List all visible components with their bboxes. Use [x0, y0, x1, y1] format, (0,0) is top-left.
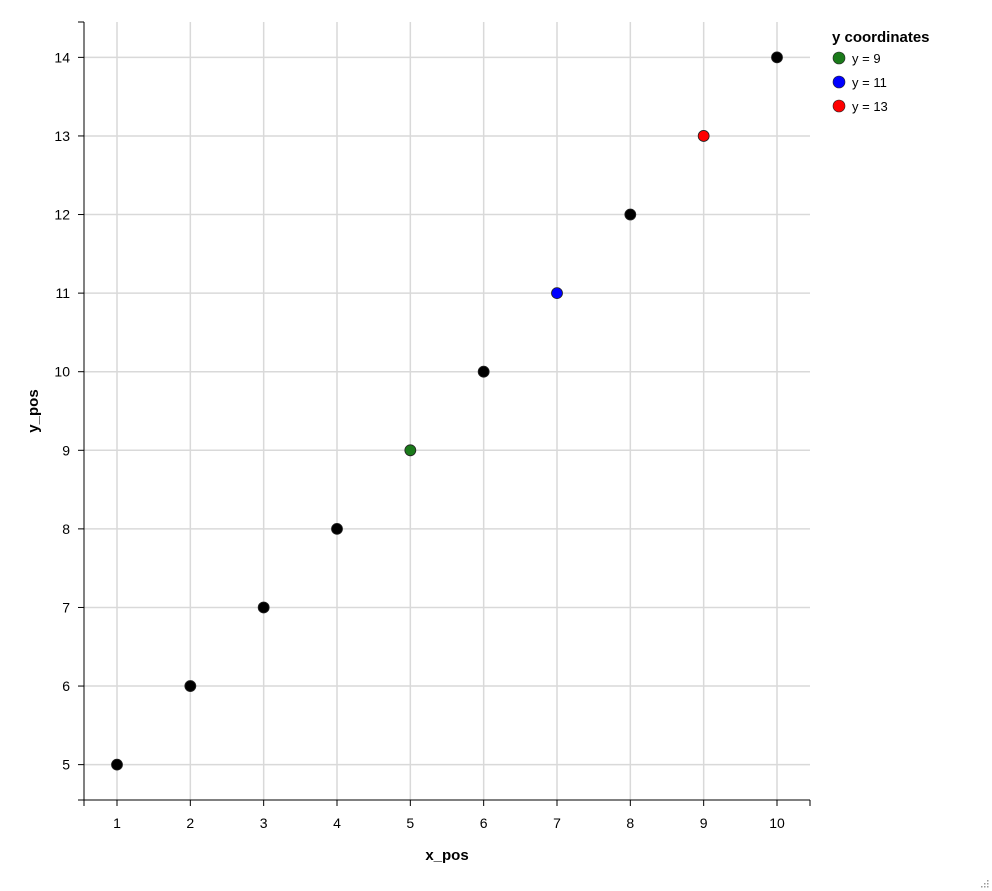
y-tick-label: 12	[54, 207, 70, 223]
x-tick-label: 5	[406, 815, 414, 831]
legend-label: y = 11	[852, 75, 887, 90]
y-tick-label: 10	[54, 364, 70, 380]
x-tick-label: 1	[113, 815, 121, 831]
data-point[interactable]	[331, 522, 343, 535]
x-axis-ticks: 1 2 3 4 5 6 7 8 9 10	[83, 800, 811, 831]
legend-swatch	[832, 99, 846, 113]
data-point[interactable]	[404, 444, 417, 457]
x-tick-label: 7	[553, 815, 561, 831]
x-tick-label: 4	[333, 815, 341, 831]
x-tick-label: 8	[626, 815, 634, 831]
data-point[interactable]	[624, 208, 637, 221]
y-tick-label: 7	[62, 599, 70, 615]
legend-title: y coordinates	[832, 29, 930, 46]
y-axis-ticks: 5 6 7 8 9 10 11 12 13 14	[54, 21, 84, 801]
y-tick-label: 5	[62, 757, 70, 773]
data-point[interactable]	[551, 287, 563, 300]
data-point[interactable]	[257, 601, 270, 614]
x-tick-label: 9	[700, 815, 708, 831]
resize-grip-icon[interactable]	[978, 877, 990, 889]
data-point[interactable]	[697, 130, 710, 142]
legend-swatch	[832, 51, 846, 65]
grid-lines	[84, 22, 810, 800]
data-point[interactable]	[771, 51, 783, 64]
x-axis-title: x_pos	[425, 847, 468, 864]
x-tick-label: 3	[260, 815, 268, 831]
y-tick-label: 11	[55, 285, 70, 301]
x-tick-label: 10	[769, 815, 785, 831]
y-tick-label: 6	[62, 678, 70, 694]
y-tick-label: 8	[62, 521, 70, 537]
legend-label: y = 13	[852, 99, 888, 114]
legend-label: y = 9	[852, 51, 881, 66]
y-axis-title: y_pos	[25, 389, 42, 432]
data-point[interactable]	[477, 365, 490, 378]
y-tick-label: 14	[54, 49, 70, 65]
y-tick-label: 9	[62, 442, 70, 458]
y-tick-label: 13	[54, 128, 70, 144]
data-point[interactable]	[111, 758, 123, 771]
data-point[interactable]	[184, 680, 197, 692]
legend-swatch	[832, 75, 846, 89]
x-tick-label: 2	[186, 815, 194, 831]
x-tick-label: 6	[480, 815, 488, 831]
axes	[83, 22, 810, 801]
legend: y coordinates y = 9 y = 11 y = 13	[832, 29, 930, 114]
data-points	[111, 51, 783, 771]
